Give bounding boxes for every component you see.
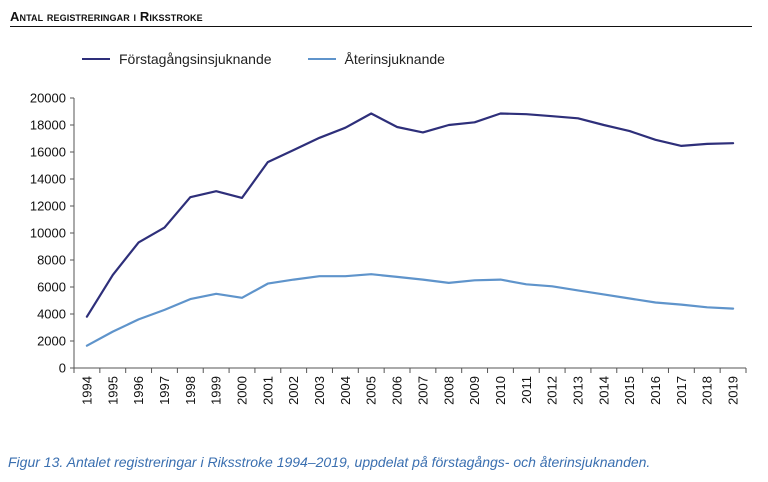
x-tick-label-2001: 2001 bbox=[260, 376, 275, 405]
x-tick-label-1994: 1994 bbox=[79, 376, 94, 405]
y-tick-label-12000: 12000 bbox=[30, 199, 66, 214]
x-tick-label-2006: 2006 bbox=[390, 376, 405, 405]
x-tick-label-2003: 2003 bbox=[312, 376, 327, 405]
figure-caption: Figur 13. Antalet registreringar i Rikss… bbox=[8, 454, 651, 470]
x-tick-label-2015: 2015 bbox=[622, 376, 637, 405]
x-tick-label-1995: 1995 bbox=[105, 376, 120, 405]
x-tick-label-1998: 1998 bbox=[183, 376, 198, 405]
x-tick-label-2005: 2005 bbox=[364, 376, 379, 405]
legend-label-series-1: Återinsjuknande bbox=[344, 51, 445, 67]
x-tick-label-2012: 2012 bbox=[545, 376, 560, 405]
y-tick-label-4000: 4000 bbox=[37, 307, 66, 322]
x-tick-label-2016: 2016 bbox=[648, 376, 663, 405]
y-tick-label-10000: 10000 bbox=[30, 226, 66, 241]
legend-label-series-0: Förstagångsinsjuknande bbox=[119, 51, 272, 67]
legend-item-series-1: Återinsjuknande bbox=[307, 51, 445, 67]
chart-title: Antal registreringar i Riksstroke bbox=[10, 9, 752, 27]
x-tick-label-2013: 2013 bbox=[571, 376, 586, 405]
x-tick-label-2000: 2000 bbox=[235, 376, 250, 405]
legend-swatch-series-1 bbox=[307, 57, 336, 61]
y-tick-label-14000: 14000 bbox=[30, 172, 66, 187]
y-tick-label-0: 0 bbox=[59, 361, 66, 376]
x-tick-label-2017: 2017 bbox=[674, 376, 689, 405]
legend-item-series-0: Förstagångsinsjuknande bbox=[82, 51, 272, 67]
y-tick-label-2000: 2000 bbox=[37, 334, 66, 349]
x-tick-label-2002: 2002 bbox=[286, 376, 301, 405]
x-tick-label-1997: 1997 bbox=[157, 376, 172, 405]
x-tick-label-2009: 2009 bbox=[467, 376, 482, 405]
x-tick-label-2014: 2014 bbox=[596, 376, 611, 405]
y-tick-label-16000: 16000 bbox=[30, 145, 66, 160]
legend-swatch-series-0 bbox=[82, 57, 110, 61]
x-tick-label-1999: 1999 bbox=[209, 376, 224, 405]
y-tick-label-18000: 18000 bbox=[30, 118, 66, 133]
x-tick-label-2011: 2011 bbox=[519, 376, 534, 404]
x-tick-label-2007: 2007 bbox=[415, 376, 430, 405]
x-tick-label-2004: 2004 bbox=[338, 376, 353, 405]
x-tick-label-2018: 2018 bbox=[700, 376, 715, 405]
x-tick-label-2010: 2010 bbox=[493, 376, 508, 405]
y-tick-label-6000: 6000 bbox=[37, 280, 66, 295]
chart-legend: Förstagångsinsjuknande Återinsjuknande bbox=[82, 51, 445, 67]
x-tick-label-2019: 2019 bbox=[726, 376, 741, 405]
y-tick-label-8000: 8000 bbox=[37, 253, 66, 268]
y-tick-label-20000: 20000 bbox=[30, 91, 66, 106]
x-tick-label-2008: 2008 bbox=[441, 376, 456, 405]
x-tick-label-1996: 1996 bbox=[131, 376, 146, 405]
series-line-0 bbox=[85, 112, 735, 318]
series-line-1 bbox=[85, 273, 735, 347]
